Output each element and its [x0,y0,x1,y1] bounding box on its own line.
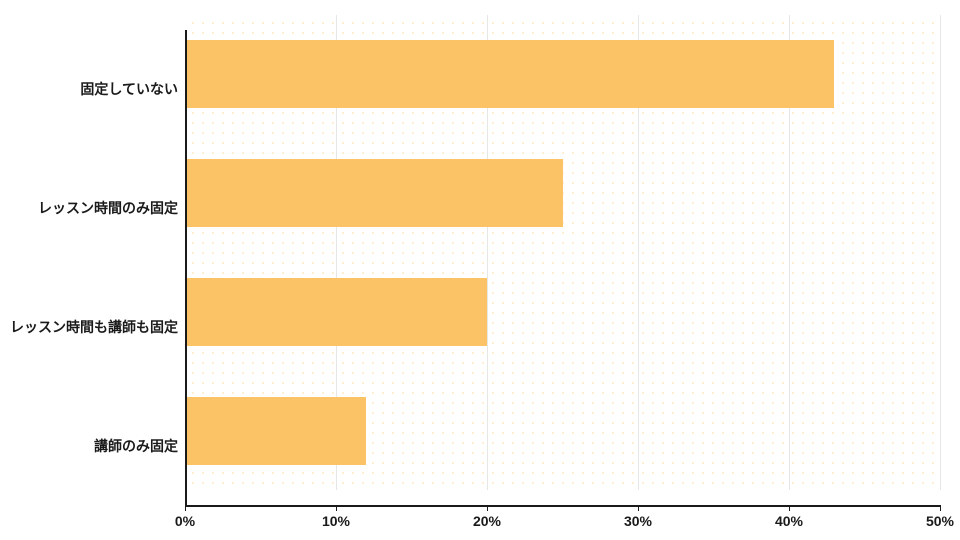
x-axis-line [185,505,940,507]
bar [185,278,487,346]
y-category-label: 固定していない [0,79,178,99]
x-tick-label: 30% [624,513,652,529]
plot-area [185,15,940,490]
y-category-label: レッスン時間のみ固定 [0,198,178,218]
bar [185,397,366,465]
x-tick-label: 50% [926,513,954,529]
bar [185,159,563,227]
x-tick-mark [487,505,488,511]
bar [185,40,834,108]
gridline [940,15,941,490]
x-tick-label: 20% [473,513,501,529]
x-tick-label: 40% [775,513,803,529]
y-category-label: レッスン時間も講師も固定 [0,317,178,337]
x-tick-mark [789,505,790,511]
y-category-label: 講師のみ固定 [0,436,178,456]
x-tick-mark [185,505,186,511]
x-tick-mark [336,505,337,511]
x-tick-mark [638,505,639,511]
x-tick-mark [940,505,941,511]
y-axis-line [185,30,187,507]
x-tick-label: 0% [175,513,195,529]
x-tick-label: 10% [322,513,350,529]
bar-chart: 0%10%20%30%40%50%固定していないレッスン時間のみ固定レッスン時間… [0,15,960,525]
